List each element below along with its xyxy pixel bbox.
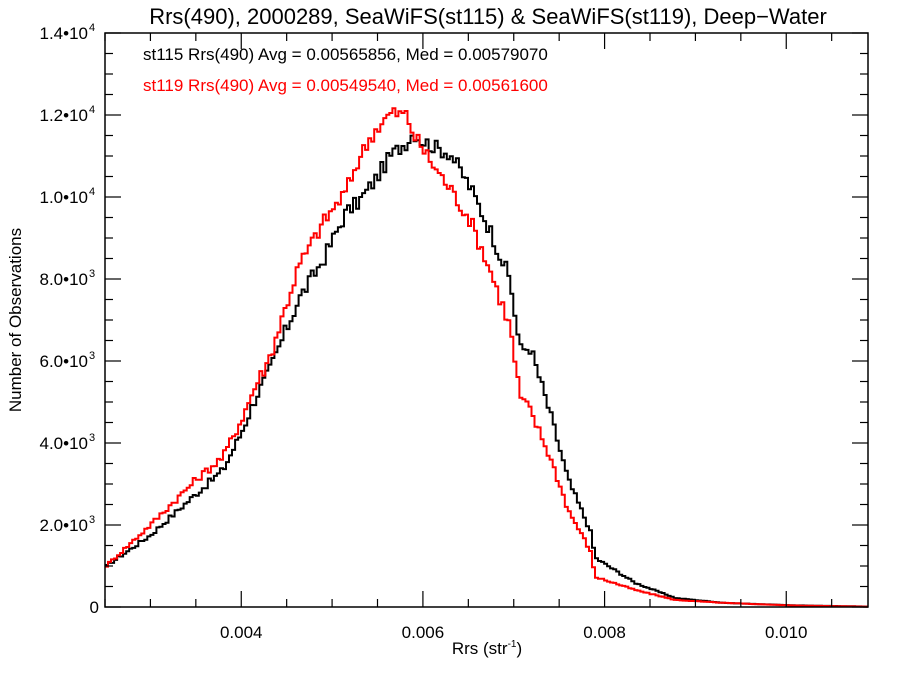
y-tick-exponent: 4: [89, 186, 95, 198]
y-tick-exponent: 3: [89, 514, 95, 526]
y-tick-label: 1.0•10: [40, 188, 89, 207]
y-tick-mantissa: 8.0•10: [40, 270, 89, 289]
x-axis-label-end: ): [516, 639, 522, 658]
y-tick-exponent: 3: [89, 350, 95, 362]
y-tick-exponent: 4: [89, 104, 95, 116]
y-tick-mantissa: 1.2•10: [40, 106, 89, 125]
series-st119-histogram: [105, 107, 869, 608]
x-axis-label-text: Rrs (str: [452, 639, 508, 658]
legend-entry-st119: st119 Rrs(490) Avg = 0.00549540, Med = 0…: [143, 76, 548, 95]
x-tick-label: 0.004: [220, 623, 263, 642]
chart-title: Rrs(490), 2000289, SeaWiFS(st115) & SeaW…: [149, 4, 827, 29]
x-tick-label: 0.008: [583, 623, 626, 642]
x-tick-labels: 0.004 0.006 0.008 0.010: [220, 623, 808, 642]
y-tick-exponent: 4: [89, 22, 95, 34]
y-tick-label: 1.2•10: [40, 106, 89, 125]
y-tick-label: 6.0•10: [40, 352, 89, 371]
series-layer: [105, 107, 869, 608]
x-axis-label: Rrs (str-1): [452, 639, 522, 658]
y-tick-mantissa: 6.0•10: [40, 352, 89, 371]
y-tick-label: 2.0•10: [40, 516, 89, 535]
ticks-layer: [104, 32, 868, 608]
y-tick-label: 4.0•10: [40, 434, 89, 453]
y-tick-mantissa: 0: [90, 598, 99, 617]
y-tick-label: 8.0•10: [40, 270, 89, 289]
y-tick-label: 0: [90, 598, 99, 617]
y-tick-mantissa: 2.0•10: [40, 516, 89, 535]
y-tick-mantissa: 1.0•10: [40, 188, 89, 207]
y-tick-exponent: 3: [89, 268, 95, 280]
y-tick-exponent: 3: [89, 432, 95, 444]
y-tick-mantissa: 4.0•10: [40, 434, 89, 453]
x-axis-label-sup: -1: [508, 639, 517, 650]
x-tick-label: 0.006: [402, 623, 445, 642]
y-tick-mantissa: 1.4•10: [40, 24, 89, 43]
x-tick-label: 0.010: [765, 623, 808, 642]
legend-entry-st115: st115 Rrs(490) Avg = 0.00565856, Med = 0…: [143, 45, 548, 64]
y-tick-labels: 02.0•10 34.0•10 36.0•10 38.0•10 31.0•10 41.2•…: [40, 22, 100, 617]
plot-frame: [104, 32, 869, 608]
y-axis-label: Number of Observations: [6, 228, 25, 412]
series-st115-histogram: [105, 134, 868, 608]
y-tick-label: 1.4•10: [40, 24, 89, 43]
